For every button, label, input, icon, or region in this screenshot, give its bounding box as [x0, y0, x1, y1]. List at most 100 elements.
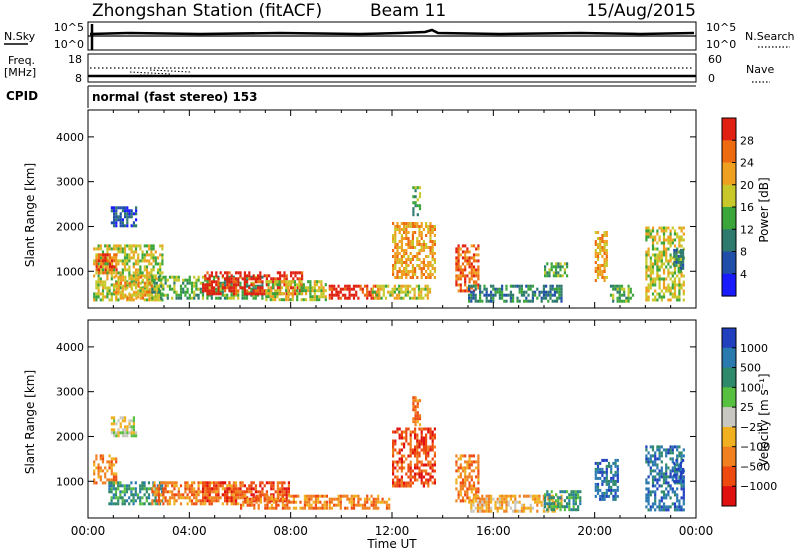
- data-cell: [101, 265, 105, 269]
- data-cell: [193, 487, 196, 491]
- data-cell: [157, 484, 161, 488]
- data-cell: [577, 508, 580, 512]
- data-cell: [555, 499, 558, 503]
- data-cell: [645, 481, 648, 485]
- data-cell: [475, 499, 478, 503]
- data-cell: [117, 484, 120, 488]
- data-cell: [269, 298, 272, 302]
- data-cell: [414, 451, 417, 455]
- data-cell: [425, 276, 428, 279]
- data-cell: [483, 500, 486, 504]
- data-cell: [485, 494, 488, 498]
- data-cell: [276, 277, 279, 281]
- data-cell: [433, 267, 436, 270]
- data-cell: [204, 493, 207, 497]
- data-cell: [656, 298, 659, 302]
- data-cell: [117, 419, 120, 423]
- data-cell: [392, 481, 395, 485]
- data-cell: [552, 496, 555, 500]
- data-cell: [527, 293, 530, 297]
- data-cell: [651, 280, 655, 284]
- data-cell: [654, 502, 657, 506]
- data-cell: [117, 275, 120, 279]
- data-cell: [119, 481, 122, 485]
- data-cell: [309, 298, 312, 302]
- data-cell: [126, 224, 129, 228]
- data-cell: [99, 454, 102, 458]
- data-cell: [529, 509, 532, 513]
- data-cell: [660, 295, 663, 299]
- data-cell: [431, 436, 434, 440]
- data-cell: [303, 503, 306, 507]
- data-cell: [425, 454, 428, 458]
- data-cell: [418, 204, 422, 208]
- data-cell: [645, 460, 648, 464]
- data-cell: [309, 283, 312, 287]
- data-cell: [461, 256, 465, 260]
- data-cell: [470, 490, 473, 494]
- data-cell: [224, 490, 227, 494]
- data-cell: [429, 472, 432, 476]
- data-cell: [479, 287, 482, 291]
- data-cell: [314, 503, 317, 507]
- data-cell: [470, 293, 473, 297]
- data-cell: [123, 244, 127, 248]
- data-cell: [457, 475, 460, 479]
- data-cell: [121, 262, 124, 266]
- data-cell: [339, 287, 342, 291]
- data-cell: [398, 427, 401, 431]
- data-cell: [553, 293, 556, 297]
- data-cell: [409, 243, 412, 246]
- data-cell: [254, 289, 257, 293]
- data-cell: [675, 251, 678, 255]
- data-cell: [472, 268, 476, 272]
- data-cell: [466, 286, 469, 290]
- data-cell: [400, 454, 403, 458]
- data-cell: [289, 298, 292, 302]
- data-cell: [372, 503, 375, 507]
- data-cell: [134, 271, 138, 275]
- data-cell: [153, 493, 156, 497]
- data-cell: [425, 222, 428, 225]
- data-cell: [464, 280, 467, 284]
- data-cell: [166, 296, 169, 300]
- data-cell: [669, 448, 672, 452]
- data-cell: [267, 286, 270, 290]
- data-cell: [230, 293, 233, 297]
- data-cell: [645, 256, 648, 260]
- data-cell: [476, 509, 479, 513]
- data-cell: [252, 277, 255, 281]
- data-cell: [667, 262, 670, 266]
- colorbar-tick-label: 24: [740, 157, 754, 170]
- data-cell: [366, 284, 369, 288]
- data-cell: [420, 463, 423, 467]
- data-cell: [252, 493, 255, 497]
- data-cell: [501, 284, 504, 288]
- data-cell: [337, 497, 340, 501]
- data-cell: [547, 290, 550, 294]
- data-cell: [188, 484, 191, 488]
- data-cell: [246, 497, 249, 501]
- data-cell: [112, 484, 115, 488]
- data-cell: [208, 280, 211, 284]
- data-cell: [599, 246, 602, 249]
- data-cell: [678, 292, 681, 296]
- data-cell: [605, 470, 608, 474]
- data-cell: [680, 496, 683, 500]
- data-cell: [667, 271, 670, 275]
- data-cell: [427, 246, 430, 249]
- data-cell: [348, 497, 351, 501]
- data-cell: [154, 298, 157, 302]
- data-cell: [104, 283, 107, 287]
- data-cell: [679, 266, 682, 270]
- data-cell: [658, 280, 661, 284]
- data-cell: [115, 287, 118, 291]
- data-cell: [108, 298, 111, 302]
- data-cell: [464, 259, 467, 263]
- data-cell: [459, 499, 462, 503]
- data-cell: [325, 506, 328, 510]
- data-cell: [403, 228, 406, 231]
- data-cell: [475, 460, 478, 464]
- data-cell: [173, 502, 176, 506]
- data-cell: [422, 439, 425, 443]
